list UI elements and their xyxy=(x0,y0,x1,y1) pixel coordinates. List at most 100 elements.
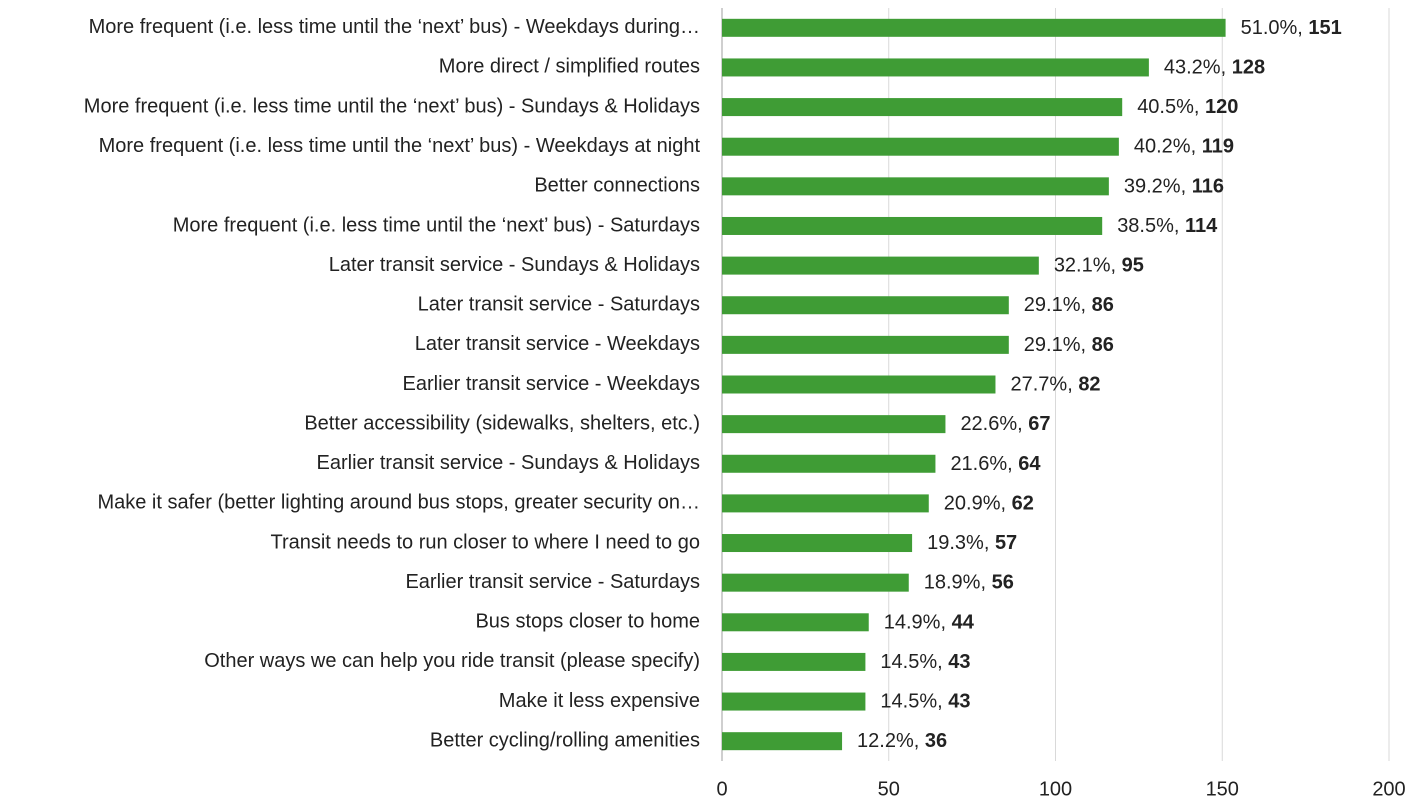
data-label: 27.7%, 82 xyxy=(1010,374,1100,396)
bar xyxy=(722,296,1009,315)
data-label: 14.5%, 43 xyxy=(880,691,970,713)
percent-label: 29.1% xyxy=(1024,334,1081,356)
percent-label: 43.2% xyxy=(1164,57,1221,79)
count-label: 57 xyxy=(995,532,1017,554)
x-tick-label: 150 xyxy=(1206,778,1239,800)
percent-label: 14.5% xyxy=(880,691,937,713)
category-label: Other ways we can help you ride transit … xyxy=(204,650,700,672)
percent-label: 29.1% xyxy=(1024,295,1081,317)
data-label: 43.2%, 128 xyxy=(1164,57,1265,79)
label-separator: , xyxy=(1191,136,1202,158)
category-label: Bus stops closer to home xyxy=(475,611,700,633)
category-label: More direct / simplified routes xyxy=(439,56,700,78)
percent-label: 18.9% xyxy=(924,572,981,594)
data-label: 32.1%, 95 xyxy=(1054,255,1144,277)
x-tick-label: 50 xyxy=(878,778,900,800)
label-separator: , xyxy=(1221,57,1232,79)
category-label: More frequent (i.e. less time until the … xyxy=(89,16,700,38)
category-label: More frequent (i.e. less time until the … xyxy=(84,95,700,117)
count-label: 36 xyxy=(925,730,947,752)
bar xyxy=(722,58,1149,77)
percent-label: 38.5% xyxy=(1117,215,1174,237)
label-separator: , xyxy=(1000,493,1011,515)
data-label: 14.5%, 43 xyxy=(880,651,970,673)
data-label: 22.6%, 67 xyxy=(960,413,1050,435)
count-label: 56 xyxy=(992,572,1014,594)
category-label: Make it safer (better lighting around bu… xyxy=(97,492,700,514)
count-label: 120 xyxy=(1205,96,1238,118)
category-label: Later transit service - Saturdays xyxy=(418,294,700,316)
label-separator: , xyxy=(937,691,948,713)
label-separator: , xyxy=(984,532,995,554)
category-label: Later transit service - Weekdays xyxy=(415,333,700,355)
count-label: 116 xyxy=(1192,176,1224,198)
label-separator: , xyxy=(1297,17,1308,39)
category-label: Earlier transit service - Saturdays xyxy=(405,571,700,593)
category-label: More frequent (i.e. less time until the … xyxy=(173,214,700,236)
category-label: Better accessibility (sidewalks, shelter… xyxy=(304,412,700,434)
category-label: More frequent (i.e. less time until the … xyxy=(99,135,701,157)
data-label: 19.3%, 57 xyxy=(927,532,1017,554)
bar xyxy=(722,732,843,751)
count-label: 86 xyxy=(1092,334,1114,356)
data-label: 12.2%, 36 xyxy=(857,730,947,752)
label-separator: , xyxy=(1017,413,1028,435)
bar xyxy=(722,216,1103,235)
label-separator: , xyxy=(914,730,925,752)
bar xyxy=(722,177,1109,196)
percent-label: 51.0% xyxy=(1241,17,1298,39)
percent-label: 14.5% xyxy=(880,651,937,673)
category-label: Make it less expensive xyxy=(499,690,700,712)
bar xyxy=(722,375,996,394)
x-tick-label: 100 xyxy=(1039,778,1072,800)
count-label: 44 xyxy=(952,612,975,634)
data-label: 29.1%, 86 xyxy=(1024,295,1114,317)
data-label: 39.2%, 116 xyxy=(1124,176,1224,198)
percent-label: 40.5% xyxy=(1137,96,1194,118)
x-tick-label: 0 xyxy=(716,778,727,800)
category-label: Transit needs to run closer to where I n… xyxy=(270,531,700,553)
label-separator: , xyxy=(1111,255,1122,277)
x-tick-label: 200 xyxy=(1372,778,1405,800)
count-label: 86 xyxy=(1092,295,1114,317)
count-label: 82 xyxy=(1078,374,1100,396)
label-separator: , xyxy=(1194,96,1205,118)
data-label: 51.0%, 151 xyxy=(1241,17,1342,39)
data-label: 40.2%, 119 xyxy=(1134,136,1234,158)
count-label: 64 xyxy=(1018,453,1041,475)
percent-label: 12.2% xyxy=(857,730,914,752)
category-label: Later transit service - Sundays & Holida… xyxy=(329,254,700,276)
bar xyxy=(722,454,936,473)
count-label: 43 xyxy=(948,691,970,713)
count-label: 128 xyxy=(1232,57,1265,79)
count-label: 151 xyxy=(1308,17,1341,39)
percent-label: 14.9% xyxy=(884,612,941,634)
category-label: Better cycling/rolling amenities xyxy=(430,729,700,751)
data-label: 40.5%, 120 xyxy=(1137,96,1238,118)
label-separator: , xyxy=(980,572,991,594)
data-label: 38.5%, 114 xyxy=(1117,215,1218,237)
bar xyxy=(722,18,1226,37)
data-label: 14.9%, 44 xyxy=(884,612,975,634)
category-label: Earlier transit service - Weekdays xyxy=(403,373,701,395)
percent-label: 20.9% xyxy=(944,493,1001,515)
count-label: 62 xyxy=(1012,493,1034,515)
data-label: 21.6%, 64 xyxy=(950,453,1041,475)
label-separator: , xyxy=(1081,334,1092,356)
bar xyxy=(722,613,869,632)
label-separator: , xyxy=(1174,215,1185,237)
count-label: 43 xyxy=(948,651,970,673)
bar xyxy=(722,256,1039,275)
data-label: 29.1%, 86 xyxy=(1024,334,1114,356)
bar xyxy=(722,692,866,711)
bar xyxy=(722,335,1009,354)
category-label: Earlier transit service - Sundays & Holi… xyxy=(317,452,700,474)
percent-label: 19.3% xyxy=(927,532,984,554)
count-label: 114 xyxy=(1185,215,1218,237)
bar xyxy=(722,494,929,513)
percent-label: 40.2% xyxy=(1134,136,1191,158)
count-label: 95 xyxy=(1122,255,1144,277)
percent-label: 39.2% xyxy=(1124,176,1181,198)
bar xyxy=(722,415,946,434)
